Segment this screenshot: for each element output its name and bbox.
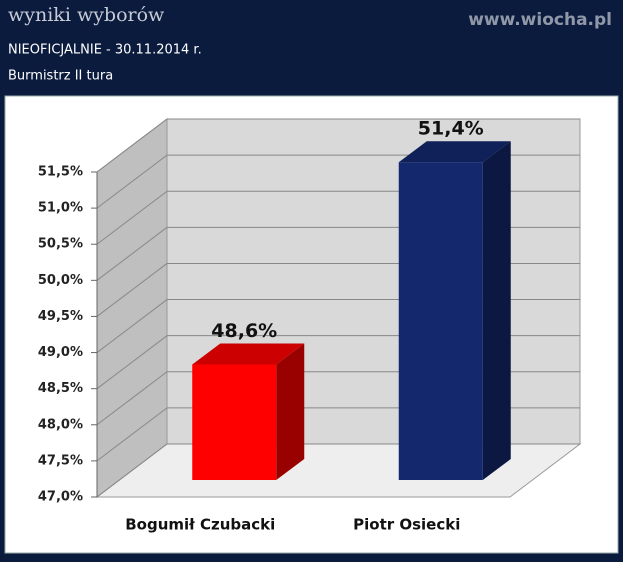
- data-label: 48,6%: [211, 320, 277, 342]
- grid-line: [96, 263, 168, 317]
- page-title: wyniki wyborów: [8, 4, 165, 26]
- grid-line: [96, 443, 168, 498]
- data-label: 51,4%: [418, 118, 484, 140]
- subtitle: NIEOFICJALNIE - 30.11.2014 r.: [8, 43, 202, 58]
- grid-line: [96, 190, 168, 245]
- y-tick-label: 51,5%: [38, 165, 83, 180]
- y-tick-label: 49,0%: [38, 345, 83, 360]
- section: Burmistrz II tura: [8, 69, 113, 84]
- bar: [398, 162, 483, 480]
- bar: [192, 364, 277, 480]
- x-tick-label: Bogumił Czubacki: [125, 516, 275, 534]
- bar-side: [276, 343, 305, 480]
- y-tick-label: 48,0%: [38, 417, 83, 432]
- grid-line: [96, 154, 168, 209]
- y-tick-label: 47,5%: [38, 453, 83, 468]
- y-tick-label: 51,0%: [38, 201, 83, 216]
- watermark: www.wiocha.pl: [468, 10, 612, 30]
- grid-line: [96, 226, 168, 281]
- y-tick-label: 50,0%: [38, 273, 83, 288]
- x-tick-label: Piotr Osiecki: [353, 516, 460, 534]
- plot: 47,0% 47,5% 48,0% 48,5% 49,0% 49,5% 50,0% 50,5%…: [38, 118, 582, 534]
- grid-line: [96, 407, 168, 462]
- grid-line: [96, 335, 168, 390]
- y-tick-label: 50,5%: [38, 237, 83, 252]
- y-tick-label: 49,5%: [38, 309, 83, 324]
- grid-line: [96, 118, 168, 173]
- grid-line: [96, 371, 168, 426]
- bar-side: [482, 141, 511, 480]
- bar-top: [192, 343, 305, 365]
- y-tick-label: 47,0%: [38, 490, 83, 505]
- bar-top: [398, 141, 511, 163]
- y-tick-label: 48,5%: [38, 381, 83, 396]
- grid-line: [96, 299, 168, 353]
